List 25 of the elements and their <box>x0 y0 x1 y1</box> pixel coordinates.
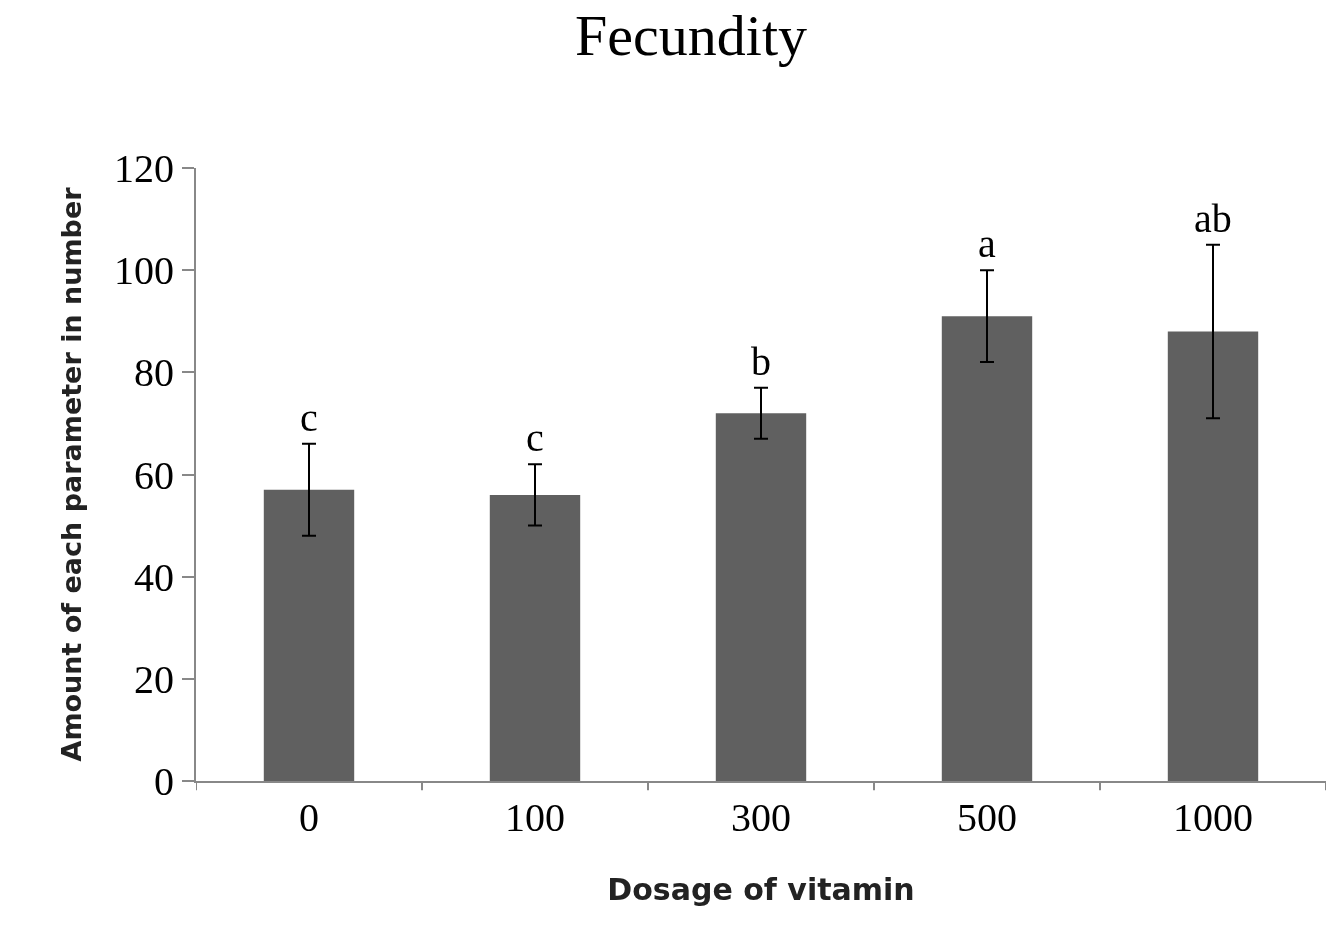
chart-title: Fecundity <box>575 2 808 68</box>
y-axis-title: Amount of each parameter in number <box>55 186 87 762</box>
bar <box>1167 331 1259 781</box>
y-tick-label: 80 <box>134 350 174 396</box>
y-tick-label: 40 <box>134 554 174 600</box>
x-tick-label: 0 <box>299 795 319 840</box>
x-axis-title: Dosage of vitamin <box>607 872 915 907</box>
bar <box>715 413 807 781</box>
annotation: ab <box>1194 196 1232 241</box>
x-tick-label: 500 <box>957 795 1017 840</box>
y-tick-label: 20 <box>134 656 174 702</box>
x-tick-label: 1000 <box>1173 795 1253 840</box>
annotation: c <box>300 395 318 440</box>
bar <box>263 489 355 781</box>
bar <box>941 316 1033 781</box>
annotation: a <box>978 221 996 266</box>
bar <box>489 494 581 781</box>
annotation: c <box>526 415 544 460</box>
y-tick-label: 120 <box>114 146 174 191</box>
x-tick-label: 100 <box>505 795 565 840</box>
y-tick-label: 0 <box>154 759 174 804</box>
annotation: b <box>751 339 771 384</box>
y-tick-label: 60 <box>134 452 174 498</box>
x-tick-label: 300 <box>731 795 791 840</box>
y-tick-label: 100 <box>114 248 174 294</box>
